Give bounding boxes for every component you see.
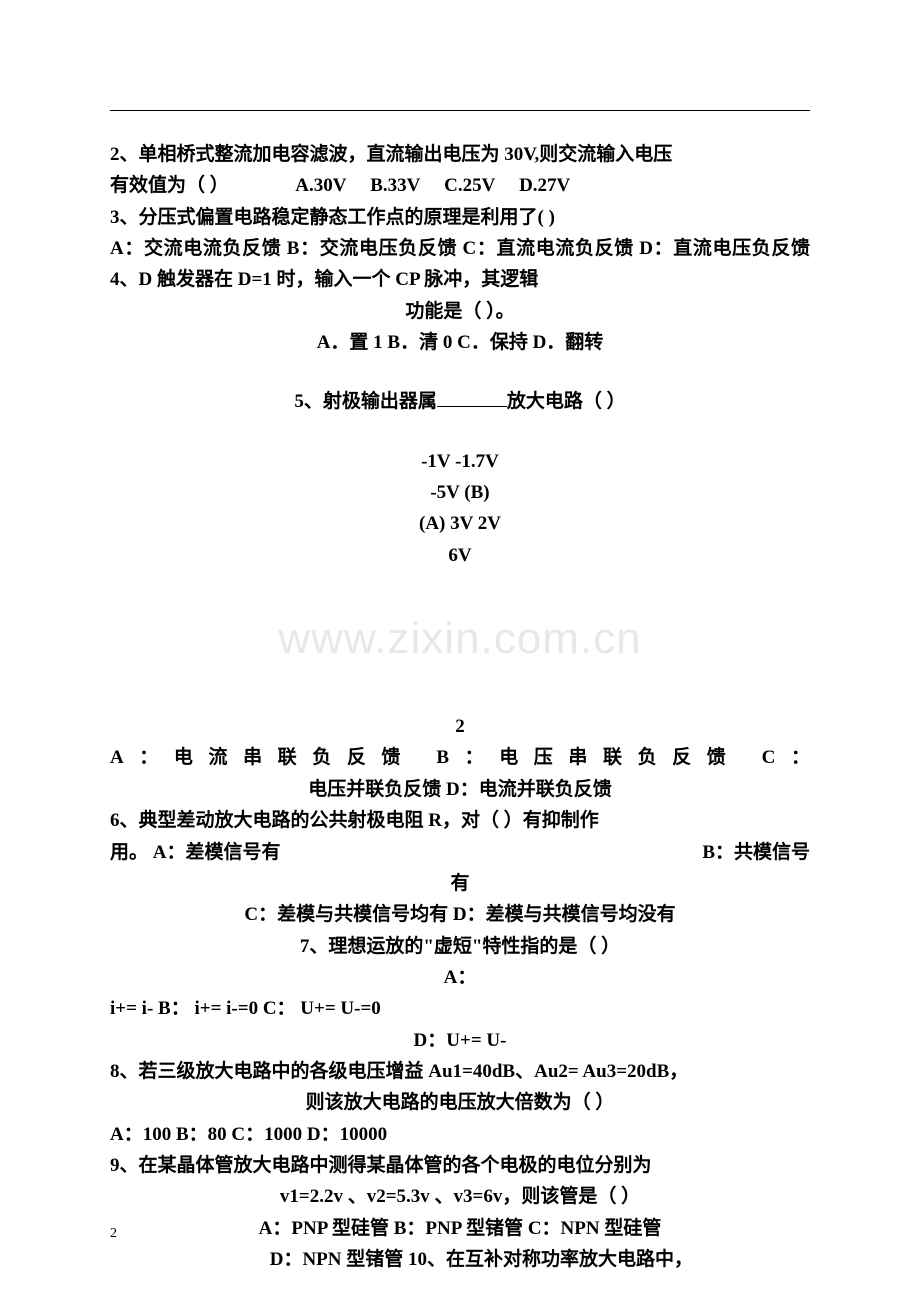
midblock-l1: -1V -1.7V — [110, 446, 810, 477]
q7-l3: i+= i- B： i+= i-=0 C： U+= U-=0 — [110, 993, 810, 1024]
midblock-l4: 6V — [110, 540, 810, 571]
document-content: 2、单相桥式整流加电容滤波，直流输出电压为 30V,则交流输入电压 有效值为（ … — [110, 139, 810, 1275]
q5-post: 放大电路（ ） — [507, 391, 626, 412]
spacer — [110, 418, 810, 446]
q5-stem: 5、射极输出器属 放大电路（ ） — [110, 386, 810, 417]
q3-opts: A：交流电流负反馈 B：交流电压负反馈 C：直流电流负反馈 D：直流电压负反馈 — [110, 238, 810, 259]
q3-line1: 3、分压式偏置电路稳定静态工作点的原理是利用了( ) — [110, 202, 810, 233]
midblock-l2: -5V (B) — [110, 477, 810, 508]
q7-l4: D：U+= U- — [110, 1025, 810, 1056]
header-rule — [110, 110, 810, 111]
q6-l2a: 用。 A：差模信号有 — [110, 837, 280, 868]
q4-line2: 功能是（ ）。 — [110, 296, 810, 327]
q4-inline: 4、D 触发器在 D=1 时，输入一个 CP 脉冲，其逻辑 — [110, 269, 538, 290]
q5-pre: 5、射极输出器属 — [294, 391, 437, 412]
q8-l1: 8、若三级放大电路中的各级电压增益 Au1=40dB、Au2= Au3=20dB… — [110, 1056, 810, 1087]
q9-l1: 9、在某晶体管放大电路中测得某晶体管的各个电极的电位分别为 — [110, 1150, 810, 1181]
midblock-l3: (A) 3V 2V — [110, 508, 810, 539]
q6-l3: 有 — [110, 868, 810, 899]
q4-opts: A．置 1 B．清 0 C．保持 D．翻转 — [110, 327, 810, 358]
q5-opts-l1: A：电流串联负反馈 B：电压串联负反馈 C： — [110, 742, 810, 773]
q2-line1: 2、单相桥式整流加电容滤波，直流输出电压为 30V,则交流输入电压 — [110, 139, 810, 170]
q5-opts-l2: 电压并联负反馈 D：电流并联负反馈 — [110, 774, 810, 805]
q7-l2: A： — [110, 962, 810, 993]
page-number: 2 — [110, 1226, 117, 1242]
q2-stem-tail: 有效值为（ ） — [110, 175, 229, 196]
q9-optd: D：NPN 型锗管 — [270, 1249, 404, 1270]
q6-l2: 用。 A：差模信号有 B：共模信号 — [110, 837, 810, 868]
mid-number: 2 — [110, 711, 810, 742]
q9-l3: A：PNP 型硅管 B：PNP 型锗管 C：NPN 型硅管 — [110, 1213, 810, 1244]
q2-opt-b: B.33V — [370, 175, 420, 196]
q7-l1: 7、理想运放的"虚短"特性指的是（ ） — [110, 931, 810, 962]
q2-opt-d: D.27V — [519, 175, 570, 196]
q3-q4-merge: A：交流电流负反馈 B：交流电压负反馈 C：直流电流负反馈 D：直流电压负反馈 … — [110, 233, 810, 296]
q9-l2: v1=2.2v 、v2=5.3v 、v3=6v，则该管是（ ） — [110, 1181, 810, 1212]
q6-l1: 6、典型差动放大电路的公共射极电阻 R，对（ ）有抑制作 — [110, 805, 810, 836]
q9-l4-q10: D：NPN 型锗管 10、在互补对称功率放大电路中， — [110, 1244, 810, 1275]
spacer — [110, 358, 810, 386]
q2-opt-c: C.25V — [444, 175, 495, 196]
q2-opt-a: A.30V — [295, 175, 346, 196]
q8-l3: A：100 B：80 C：1000 D：10000 — [110, 1119, 810, 1150]
q8-l2: 则该放大电路的电压放大倍数为（ ） — [110, 1087, 810, 1118]
spacer — [110, 627, 810, 683]
q10-inline: 10、在互补对称功率放大电路中， — [403, 1249, 693, 1270]
spacer — [110, 683, 810, 711]
spacer — [110, 571, 810, 627]
q6-l4: C：差模与共模信号均有 D：差模与共模信号均没有 — [110, 899, 810, 930]
q6-l2b: B：共模信号 — [702, 837, 810, 868]
document-page: 2、单相桥式整流加电容滤波，直流输出电压为 30V,则交流输入电压 有效值为（ … — [0, 0, 920, 1315]
blank-underline — [437, 388, 507, 407]
q2-line2: 有效值为（ ） A.30V B.33V C.25V D.27V — [110, 170, 810, 201]
